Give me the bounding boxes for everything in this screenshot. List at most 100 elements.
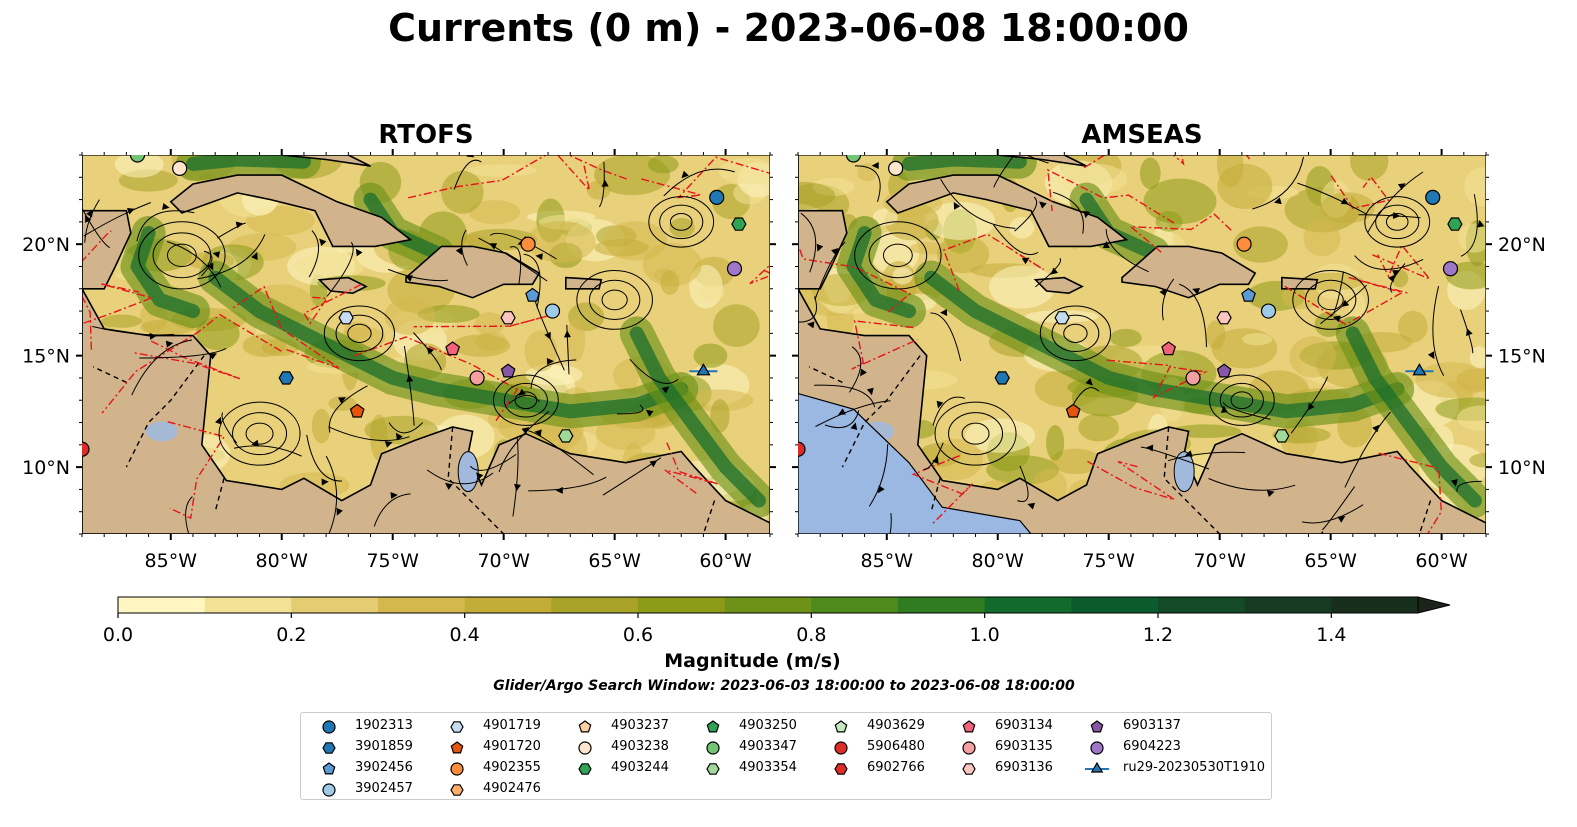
legend-marker-icon	[706, 720, 720, 733]
platform-marker-6903134	[1161, 341, 1177, 356]
colorbar-segment	[811, 597, 899, 613]
x-tick-label: 85°W	[145, 550, 198, 572]
colorbar-tick-label: 0.0	[103, 624, 133, 646]
platform-marker-ru29-20230530T1910	[1405, 363, 1434, 376]
platform-marker-4901720	[349, 403, 365, 418]
platform-marker-3902457	[544, 303, 561, 319]
colorbar-label: Magnitude (m/s)	[664, 650, 841, 672]
colorbar-segment	[724, 597, 812, 613]
x-tick-label: 75°W	[1082, 550, 1135, 572]
legend-label: 6903136	[995, 760, 1053, 775]
colorbar-tick-label: 0.8	[796, 624, 826, 646]
platform-marker-6903137	[500, 363, 516, 378]
platform-marker-6903137	[1216, 363, 1232, 378]
legend-label: 6902766	[867, 760, 925, 775]
legend-marker-icon	[834, 720, 848, 733]
platform-marker-ru29-20230530T1910	[689, 363, 718, 376]
colorbar-segment	[464, 597, 552, 613]
platform-marker-4901719	[338, 311, 354, 325]
platform-marker-3902456	[1241, 287, 1256, 302]
legend-marker-icon	[1090, 741, 1104, 755]
y-tick-label-right: 15°N	[1498, 346, 1546, 368]
platform-marker-4903238	[172, 160, 188, 176]
legend-marker-icon	[1085, 761, 1109, 773]
platform-marker-4901720	[1065, 403, 1081, 418]
platform-marker-6903134	[445, 341, 461, 356]
legend-marker-icon	[962, 763, 976, 775]
y-tick-label-left: 20°N	[22, 234, 70, 256]
platform-marker-3902456	[525, 287, 540, 302]
colorbar-segment	[1331, 597, 1419, 613]
legend-label: 4903250	[739, 718, 797, 733]
colorbar-segment	[291, 597, 379, 613]
y-tick-label-right: 20°N	[1498, 234, 1546, 256]
colorbar-tick-label: 1.2	[1143, 624, 1173, 646]
platform-marker-4903354	[1274, 429, 1290, 443]
legend-label: 4903347	[739, 739, 797, 754]
y-tick-label-right: 10°N	[1498, 457, 1546, 479]
platform-marker-6904223	[1442, 261, 1459, 277]
x-tick-label: 75°W	[366, 550, 419, 572]
chart-title: Currents (0 m) - 2023-06-08 18:00:00	[388, 6, 1189, 50]
legend-label: 3902457	[355, 781, 413, 796]
legend-marker-icon	[834, 763, 848, 775]
platform-marker-4903244	[1447, 217, 1463, 231]
colorbar-tick-label: 0.6	[623, 624, 653, 646]
colorbar-tick-label: 0.2	[276, 624, 306, 646]
x-tick-label: 70°W	[1193, 550, 1246, 572]
colorbar-tick-label: 1.4	[1316, 624, 1346, 646]
legend-label: 6903135	[995, 739, 1053, 754]
legend: 1902313 3901859 3902456 3902457 4901719 49017…	[300, 712, 1272, 800]
legend-label: 6903137	[1123, 718, 1181, 733]
x-tick-label: 80°W	[972, 550, 1025, 572]
colorbar-segment	[204, 597, 292, 613]
legend-label: 4901720	[483, 739, 541, 754]
platform-marker-4902355	[520, 236, 536, 252]
legend-marker-icon	[1090, 720, 1104, 733]
legend-marker-icon	[450, 721, 464, 733]
colorbar-segment	[1071, 597, 1159, 613]
legend-marker-icon	[322, 742, 336, 754]
x-tick-label: 60°W	[699, 550, 752, 572]
platform-marker-3901859	[278, 371, 294, 385]
x-tick-label: 70°W	[477, 550, 530, 572]
platform-marker-4903244	[731, 217, 747, 231]
platform-marker-6904223	[726, 261, 743, 277]
y-tick-label-left: 10°N	[22, 457, 70, 479]
colorbar-segment	[984, 597, 1072, 613]
map-panel-amseas	[798, 155, 1486, 534]
x-tick-label: 65°W	[1304, 550, 1357, 572]
platform-marker-4903238	[888, 160, 904, 176]
legend-label: 3901859	[355, 739, 413, 754]
map-panel-rtofs	[82, 155, 770, 534]
legend-marker-icon	[834, 741, 848, 755]
legend-label: 4902355	[483, 760, 541, 775]
legend-label: 5906480	[867, 739, 925, 754]
legend-marker-icon	[706, 763, 720, 775]
x-tick-label: 80°W	[256, 550, 309, 572]
x-tick-label: 85°W	[861, 550, 914, 572]
legend-label: 6904223	[1123, 739, 1181, 754]
legend-marker-icon	[962, 741, 976, 755]
legend-label: 1902313	[355, 718, 413, 733]
platform-marker-4903354	[558, 429, 574, 443]
platform-marker-4903347	[845, 155, 862, 163]
colorbar-tick-label: 0.4	[450, 624, 480, 646]
legend-label: 4903238	[611, 739, 669, 754]
legend-label: 4902476	[483, 781, 541, 796]
legend-label: 4903629	[867, 718, 925, 733]
platform-marker-1902313	[709, 189, 725, 205]
colorbar: 0.0 0.2 0.4 0.6 0.8 1.0 1.2 1.4	[103, 596, 1451, 646]
platform-marker-6903135	[1185, 370, 1201, 386]
colorbar-segment	[1158, 597, 1246, 613]
legend-marker-icon	[962, 720, 976, 733]
platform-marker-6903135	[469, 370, 485, 386]
legend-marker-icon	[578, 720, 592, 733]
legend-label: 4903244	[611, 760, 669, 775]
x-tick-label: 60°W	[1415, 550, 1468, 572]
legend-marker-icon	[322, 762, 336, 775]
panel-title-amseas: AMSEAS	[1081, 120, 1203, 150]
legend-marker-icon	[450, 741, 464, 754]
legend-marker-icon	[322, 720, 336, 734]
